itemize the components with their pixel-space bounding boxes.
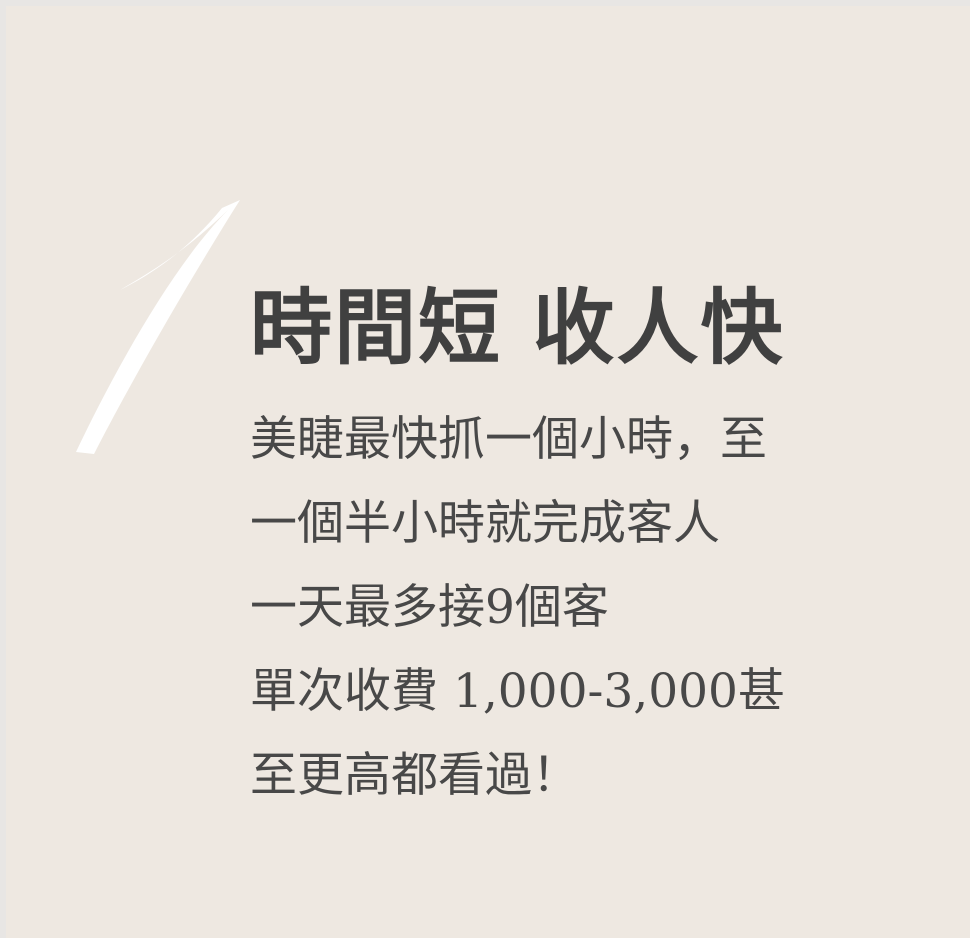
- body-line: 美睫最快抓一個小時，至: [250, 398, 785, 482]
- body-line: 一天最多接9個客: [250, 566, 785, 650]
- body-line: 一個半小時就完成客人: [250, 482, 785, 566]
- body-paragraph: 美睫最快抓一個小時，至 一個半小時就完成客人 一天最多接9個客 單次收費 1,0…: [250, 398, 785, 818]
- headline-title: 時間短 收人快: [250, 278, 785, 378]
- numeral-one-graphic: [72, 196, 242, 458]
- numeral-one-stroke: [76, 200, 240, 454]
- body-line: 至更高都看過！: [250, 734, 785, 818]
- body-line: 單次收費 1,000-3,000甚: [250, 650, 785, 734]
